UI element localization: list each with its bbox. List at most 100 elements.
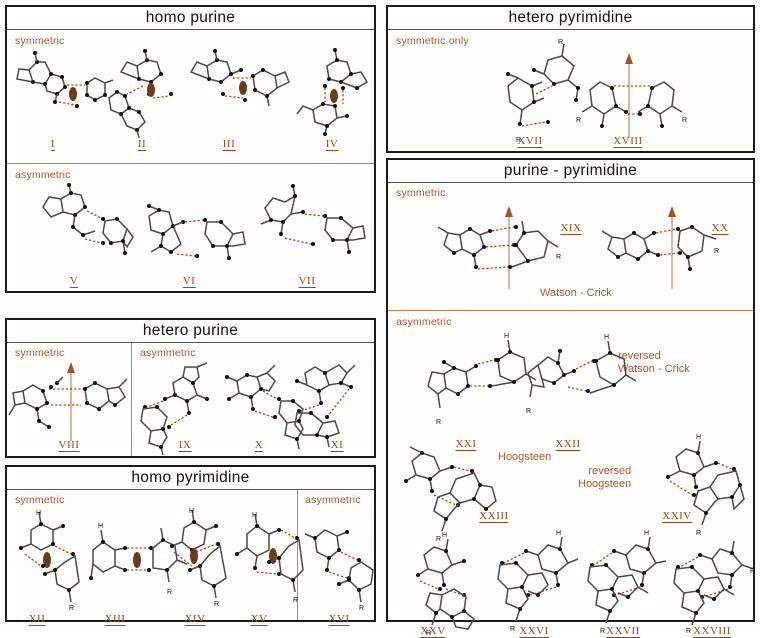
atom-label-H: H <box>98 523 103 530</box>
numeral-III: III <box>222 138 236 151</box>
structure-VI <box>137 188 247 273</box>
atom-label-H: H <box>556 530 561 537</box>
structure-XXVIII: R R <box>673 529 760 635</box>
structure-XV: H R <box>229 512 309 614</box>
atom-label-R: R <box>516 137 521 144</box>
group-label-asymmetric: asymmetric <box>140 347 196 359</box>
atom-label-R: R <box>558 39 563 46</box>
atom-label-R: R <box>293 597 298 604</box>
atom-label-R: R <box>576 117 581 124</box>
panel-purine-pyrimidine: purine - pyrimidine symmetric asymmetric… <box>386 158 755 638</box>
structure-XXVII: H R <box>586 529 696 635</box>
atom-label-R: R <box>526 408 531 415</box>
symmetry-axis-VIII <box>63 361 79 443</box>
numeral-VIII: VIII <box>58 439 80 452</box>
structure-XXVI: H R <box>497 529 608 634</box>
structure-XVII: R R <box>488 39 598 147</box>
annotation-reversed-watson-crick: reversed Watson - Crick <box>618 350 690 375</box>
symmetry-axis-XX <box>664 205 680 291</box>
structure-X <box>217 363 307 453</box>
atom-label-H: H <box>696 434 701 441</box>
numeral-VII: VII <box>298 275 316 288</box>
panel-title-homo-purine: homo purine <box>7 7 374 30</box>
structure-XIII: H R <box>83 520 188 612</box>
atom-label-H: H <box>189 508 194 515</box>
panel-body-purine-pyrimidine: symmetric asymmetric Watson - Crick reve… <box>388 183 755 638</box>
structure-XXII: R H <box>526 334 651 427</box>
group-label-asymmetric: asymmetric <box>15 169 71 181</box>
panel-homo-purine: homo purine symmetric asymmetric <box>5 5 376 293</box>
group-divider <box>388 310 753 311</box>
group-label-symmetric: symmetric <box>15 347 65 359</box>
panel-hetero-purine: hetero purine symmetric asymmetric <box>5 318 376 458</box>
panel-body-homo-purine: symmetric asymmetric <box>7 30 374 291</box>
structure-XVIII: R R <box>576 64 688 146</box>
atom-label-R: R <box>682 117 687 124</box>
structure-XIV: H R <box>162 508 242 613</box>
atom-label-H: H <box>252 512 257 519</box>
atom-label-H: H <box>36 510 41 517</box>
numeral-V: V <box>69 275 79 288</box>
group-label-asymmetric: asymmetric <box>305 494 361 506</box>
atom-label-R: R <box>750 568 755 575</box>
numeral-I: I <box>50 138 56 151</box>
group-label-asymmetric: asymmetric <box>396 316 452 328</box>
numeral-XIII: XIII <box>104 613 126 626</box>
atom-label-H: H <box>504 333 509 340</box>
group-divider <box>7 163 374 164</box>
group-divider-vertical <box>131 343 132 456</box>
numeral-VI: VI <box>182 275 196 288</box>
structure-XXV: H R <box>406 532 496 637</box>
numeral-XIV: XIV <box>184 613 206 626</box>
structure-XVI: R <box>303 514 377 614</box>
structure-XX: R <box>601 213 729 293</box>
numeral-XXIV: XXIV <box>662 510 692 523</box>
panel-body-hetero-purine: symmetric asymmetric <box>7 343 374 456</box>
numeral-IV: IV <box>325 138 339 151</box>
atom-label-R: R <box>436 419 441 426</box>
structure-V <box>33 183 134 270</box>
structure-VII <box>255 182 366 272</box>
group-label-symmetric-only: symmetric only <box>396 35 469 47</box>
atom-label-R: R <box>556 254 561 261</box>
numeral-II: II <box>137 138 147 151</box>
structure-XII: H R <box>17 510 87 615</box>
panel-homo-pyrimidine: homo pyrimidine symmetric asymmetric H <box>5 465 377 626</box>
structure-XXI: R H <box>426 333 546 430</box>
atom-label-H: H <box>442 532 447 539</box>
panel-hetero-pyrimidine: hetero pyrimidine symmetric only R <box>386 5 755 153</box>
atom-label-R: R <box>69 605 74 612</box>
panel-title-hetero-purine: hetero purine <box>7 320 374 343</box>
structure-III <box>189 46 290 136</box>
annotation-hoogsteen: Hoogsteen <box>498 451 552 463</box>
annotation-reversed-hoogsteen: reversed Hoogsteen <box>578 465 632 490</box>
structure-II <box>107 46 202 139</box>
numeral-XX: XX <box>711 222 729 235</box>
atom-label-R: R <box>359 605 364 612</box>
panel-body-hetero-pyrimidine: symmetric only R <box>388 30 753 151</box>
numeral-IX: IX <box>178 439 192 452</box>
structure-IV <box>295 44 380 136</box>
panel-title-hetero-pyrimidine: hetero pyrimidine <box>388 7 753 30</box>
atom-label-R: R <box>686 628 691 635</box>
numeral-XVIII: XVIII <box>613 135 643 148</box>
panel-title-purine-pyrimidine: purine - pyrimidine <box>388 160 753 183</box>
atom-label-R: R <box>510 626 515 633</box>
symmetry-axis-XVIII <box>621 52 637 140</box>
structure-XIX: R <box>437 213 568 293</box>
panel-title-homo-pyrimidine: homo pyrimidine <box>7 467 374 490</box>
atom-label-H: H <box>604 334 609 341</box>
numeral-XXII: XXII <box>555 438 581 451</box>
atom-label-R: R <box>600 628 605 635</box>
atom-label-R: R <box>167 589 172 596</box>
numeral-XVI: XVI <box>328 613 350 626</box>
numeral-XI: XI <box>330 439 344 452</box>
structure-VIII <box>8 371 133 449</box>
numeral-XVII: XVII <box>517 135 543 148</box>
atom-label-R: R <box>714 248 719 255</box>
numeral-XIX: XIX <box>560 222 582 235</box>
group-label-symmetric: symmetric <box>15 494 65 506</box>
structure-I <box>16 50 114 135</box>
structure-XI <box>291 359 381 451</box>
numeral-XXIII: XXIII <box>479 510 509 523</box>
